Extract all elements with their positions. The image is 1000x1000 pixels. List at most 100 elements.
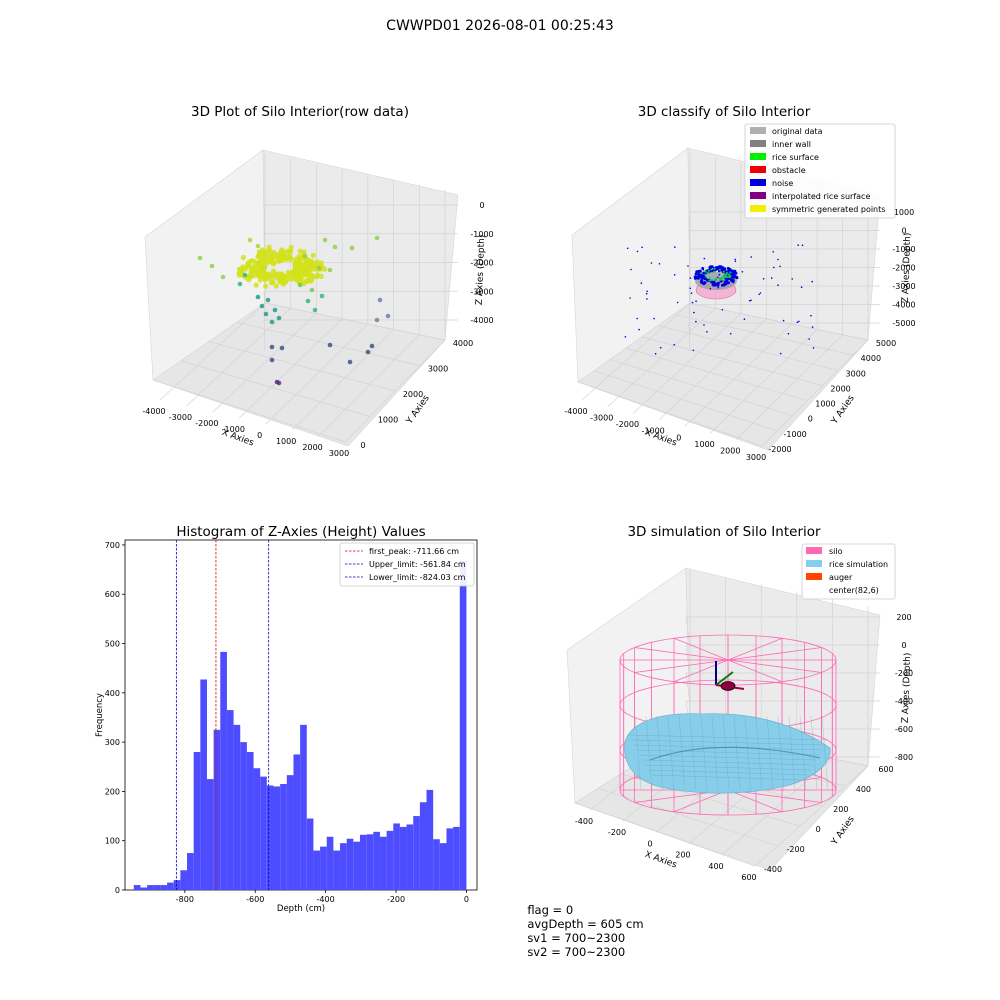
data-point [709,265,713,269]
rice-mesh [627,734,829,741]
histogram-bar [340,843,347,890]
panel-classify-scatter: 3D classify of Silo Interior -4000-3000-… [564,104,915,462]
data-point [676,301,679,304]
z-axis-label: Z Axies (Depth) [901,233,913,304]
data-point [251,266,257,272]
data-point [718,268,721,271]
data-point [640,282,643,284]
data-point [723,278,726,281]
data-point [690,292,693,295]
data-point [256,252,262,258]
y-tick-label: 4000 [453,339,473,348]
rice-mesh [678,715,686,791]
y-tick-label: 300 [105,738,120,747]
histogram-bar [266,785,274,890]
x-tick-label: -1000 [642,427,665,436]
z-tick-label: -5000 [892,319,915,328]
y-tick-label: -200 [787,845,805,854]
data-point [248,258,255,264]
data-point [312,307,318,313]
data-point [347,359,353,365]
z-tick-label: -2000 [892,264,915,273]
data-point [321,266,328,272]
data-point [279,256,285,262]
y-axis-label: Y Axies [829,393,857,426]
x-tick-label: 400 [708,862,723,871]
z-tick-label: 0 [901,227,906,236]
histogram-bar [147,885,154,890]
data-point [704,270,707,273]
z-tick-label: -3000 [892,282,915,291]
data-point [695,272,698,275]
legend-label: symmetric generated points [772,205,885,214]
x-tick-label: -800 [176,895,194,904]
histogram-bar [413,816,420,890]
data-point [297,282,303,288]
data-point [276,315,282,321]
grid-line [658,318,767,420]
grid-line [688,322,691,354]
silo-strut [727,659,822,673]
panel-histogram: -800 -600 -400 -200 00100200300400500600700 … [95,524,478,914]
y-tick-label: 0 [808,415,813,424]
data-point [269,357,275,363]
data-point [702,269,704,271]
data-point [259,247,265,253]
data-point [697,269,701,273]
data-point [374,235,380,241]
legend-label: interpolated rice surface [772,192,870,201]
histogram-bar [226,710,234,890]
grid-line [685,616,691,648]
data-point [791,278,793,280]
data-point [659,346,662,349]
histogram-bar [433,839,440,890]
data-point [728,268,732,272]
data-point [703,324,705,326]
data-point [779,265,781,268]
x-tick-label: 0 [647,839,652,848]
data-point [808,338,810,340]
grid-line [263,204,266,236]
grid-line [688,211,691,243]
data-point [713,267,716,270]
rice-mesh [636,749,820,756]
legend-label: first_peak: -711.66 cm [369,547,459,556]
data-point [253,282,259,288]
figure-title: CWWPD01 2026-08-01 00:25:43 [386,18,614,34]
z-tick-label: -1000 [892,245,915,254]
rice-contour [649,746,821,761]
y-tick-label: 600 [878,765,893,774]
y-tick-label: 1000 [378,416,398,425]
data-point [810,314,812,317]
rice-mesh [755,715,763,791]
grid-line [593,370,778,432]
title: Histogram of Z-Axies (Height) Values [176,524,425,540]
data-point [319,293,325,299]
data-point [770,277,773,279]
data-point [365,349,371,355]
histogram-bar [140,887,148,890]
panel-simulation: 3D simulation of Silo Interior -400 -200 0… [566,524,913,882]
legend: first_peak: -711.66 cm Upper_limit: -561.… [339,542,475,587]
data-point [638,328,640,331]
y-tick-label: 600 [105,590,120,599]
z-tick-label: -800 [895,753,913,762]
avg-depth-value: avgDepth = 605 cm [527,917,644,931]
data-point [654,352,657,355]
x-tick-label: 600 [741,873,756,882]
data-point [674,246,676,248]
data-point [695,320,697,323]
data-point [322,237,328,243]
histogram-bar [286,775,294,890]
grid-line [212,313,317,413]
data-point [237,281,243,287]
histogram-bar [133,885,141,890]
histogram-bar [206,779,214,890]
x-tick-label: 1000 [694,440,714,449]
x-tick-label: 3000 [329,449,349,458]
data-point [332,244,338,250]
data-point [255,270,261,276]
y-tick-label: 500 [105,640,120,649]
histogram-bar [180,870,188,890]
data-point [318,260,324,266]
